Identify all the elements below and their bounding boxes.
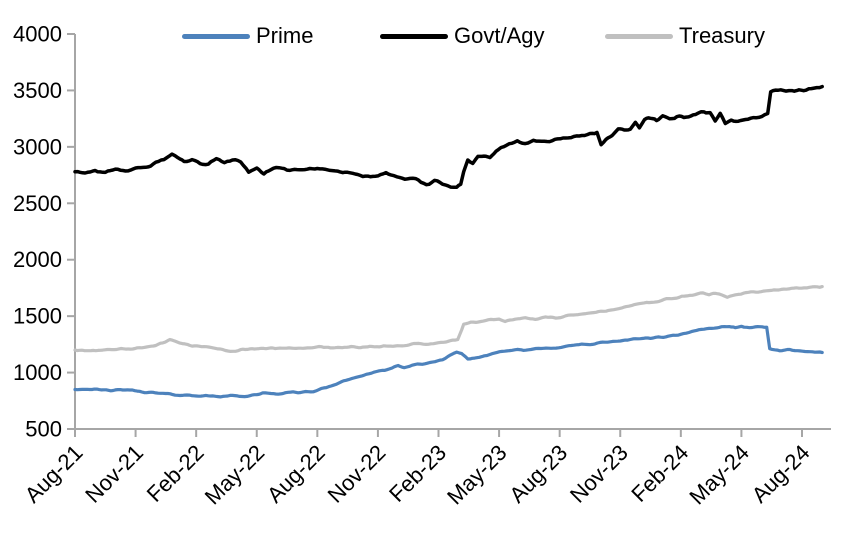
x-axis-tick-label: May-24 xyxy=(684,440,754,510)
x-axis-tick-label: Aug-24 xyxy=(747,440,815,508)
x-axis-tick-label: Nov-21 xyxy=(80,440,148,508)
legend-item-treasury: Treasury xyxy=(605,24,765,48)
series-line-treasury xyxy=(73,285,824,353)
legend-swatch-govt-agy-line xyxy=(380,33,448,39)
chart-legend: Prime Govt/Agy Treasury xyxy=(0,0,852,48)
y-axis-tick-label: 3000 xyxy=(13,134,62,159)
y-axis-tick-label: 3500 xyxy=(13,78,62,103)
legend-item-prime: Prime xyxy=(182,24,313,48)
x-axis-tick-label: Aug-22 xyxy=(262,440,330,508)
series-line-govt-agy xyxy=(73,84,824,190)
x-axis-tick-label: Nov-22 xyxy=(323,440,391,508)
x-axis-tick-label: Aug-23 xyxy=(504,440,572,508)
x-axis-tick-label: Feb-23 xyxy=(384,440,451,507)
x-axis-tick-label: Feb-24 xyxy=(626,440,693,507)
y-axis-tick-label: 2500 xyxy=(13,191,62,216)
x-axis-tick-label: May-23 xyxy=(442,440,512,510)
legend-label-prime: Prime xyxy=(256,23,314,48)
y-axis-tick-label: 1500 xyxy=(13,304,62,329)
series-line-prime xyxy=(73,324,824,399)
x-axis-tick-label: Feb-22 xyxy=(142,440,209,507)
legend-label-treasury: Treasury xyxy=(679,23,765,48)
x-axis-tick-label: Aug-21 xyxy=(20,440,88,508)
y-axis-tick-label: 1000 xyxy=(13,360,62,385)
y-axis-tick-label: 4000 xyxy=(13,22,62,47)
legend-label-govt-agy: Govt/Agy xyxy=(454,23,545,48)
y-axis-tick-label: 2000 xyxy=(13,247,62,272)
legend-item-govt-agy: Govt/Agy xyxy=(380,24,544,48)
y-axis-tick-label: 500 xyxy=(25,417,62,442)
legend-swatch-prime-line xyxy=(182,33,250,39)
legend-swatch-treasury-line xyxy=(605,33,673,39)
x-axis-tick-label: Nov-23 xyxy=(565,440,633,508)
x-axis-tick-label: May-22 xyxy=(200,440,270,510)
